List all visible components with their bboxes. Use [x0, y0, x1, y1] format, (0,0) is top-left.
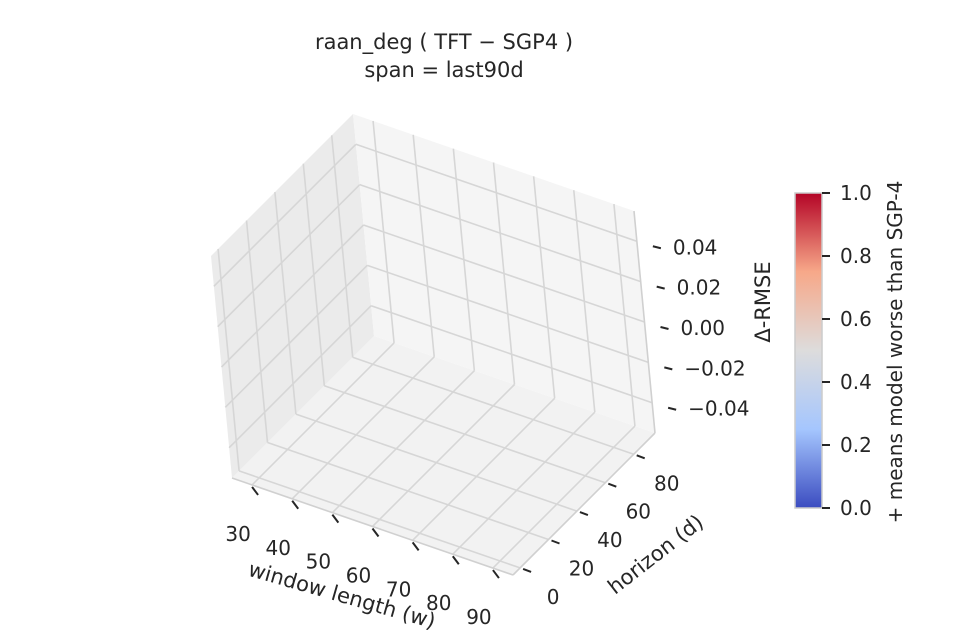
z-tick-label: 0.00 [681, 316, 726, 340]
z-gridline [228, 305, 372, 449]
z-gridline [355, 143, 638, 243]
colorbar-tick-label: 0.8 [840, 244, 872, 268]
x-tick-label: 50 [306, 550, 331, 574]
z-gridline [217, 184, 361, 328]
z-tick [667, 406, 677, 411]
colorbar-label: + means model worse than SGP-4 [883, 181, 907, 524]
z-tick [652, 245, 662, 250]
x-gridline [452, 411, 596, 555]
z-gridline [213, 143, 357, 287]
x-tick-label: 40 [265, 536, 290, 560]
x-tick-label: 60 [346, 564, 371, 588]
z-gridline [370, 304, 653, 404]
x-tick [492, 569, 500, 579]
z-gridline [363, 224, 645, 323]
axis-line [231, 477, 514, 576]
x-tick [371, 527, 380, 538]
colorbar-tick-label: 0.0 [840, 496, 872, 520]
x-gridline [331, 370, 475, 514]
x-tick [251, 486, 259, 496]
colorbar-ticks: 1.0 0.8 0.6 0.4 0.2 0.0 [822, 181, 872, 520]
colorbar-tick-label: 0.6 [840, 307, 872, 331]
x-gridline [492, 425, 636, 569]
y-gridline [295, 413, 578, 512]
colorbar-tick-label: 0.2 [840, 433, 872, 457]
x-gridline [291, 356, 435, 500]
axes-ticks [251, 245, 677, 579]
axes-grid [213, 120, 656, 576]
x-tick-label: 90 [466, 605, 491, 629]
y-gridline [352, 356, 634, 456]
axis-line [512, 432, 656, 576]
z-gridline [367, 264, 649, 364]
y-axis-label: horizon (d) [603, 510, 708, 599]
x-tick-label: 80 [426, 591, 451, 615]
y-tick-label: 0 [547, 585, 560, 609]
x-gridline [412, 397, 556, 541]
y-tick-label: 80 [654, 471, 679, 495]
x-tick [291, 500, 300, 510]
y-tick [579, 511, 589, 517]
x-tick [411, 541, 420, 551]
z-gridline [359, 183, 641, 283]
colorbar-gradient [794, 192, 823, 509]
y-gridline [324, 384, 606, 484]
colorbar-tick-label: 1.0 [840, 181, 872, 205]
colorbar: 1.0 0.8 0.6 0.4 0.2 0.0 + means model worse t… [794, 181, 907, 524]
z-tick [664, 366, 673, 371]
y-tick [636, 454, 646, 460]
colorbar-tick-label: 0.4 [840, 370, 872, 394]
z-gridline [224, 264, 368, 408]
z-gridline [220, 224, 365, 368]
y-tick [607, 482, 617, 488]
z-axis-label: Δ-RMSE [751, 261, 775, 342]
y-tick-label: 20 [569, 557, 594, 581]
z-tick [660, 326, 669, 330]
x-tick-label: 30 [225, 522, 250, 546]
z-tick-label: 0.04 [673, 235, 718, 259]
axis-line [633, 210, 656, 434]
x-tick-label: 70 [386, 577, 411, 601]
chart-title: raan_deg ( TFT − SGP4 ) [315, 30, 573, 55]
axes-tick-labels: 304050607080900204060800.040.020.00−0.02… [225, 235, 749, 629]
y-tick-label: 40 [597, 528, 622, 552]
chart-subtitle: span = last90d [364, 58, 523, 82]
y-gridline [267, 441, 549, 541]
x-gridline [371, 383, 516, 528]
y-tick [522, 567, 532, 573]
y-tick [551, 539, 560, 545]
z-tick-label: 0.02 [677, 276, 722, 300]
z-tick-label: −0.04 [688, 397, 749, 421]
z-tick-label: −0.02 [684, 356, 745, 380]
y-gridline [238, 470, 521, 569]
y-tick-label: 60 [626, 500, 651, 524]
x-tick [451, 555, 460, 565]
z-tick [656, 285, 665, 290]
x-tick [331, 514, 340, 524]
x-gridline [251, 342, 395, 486]
